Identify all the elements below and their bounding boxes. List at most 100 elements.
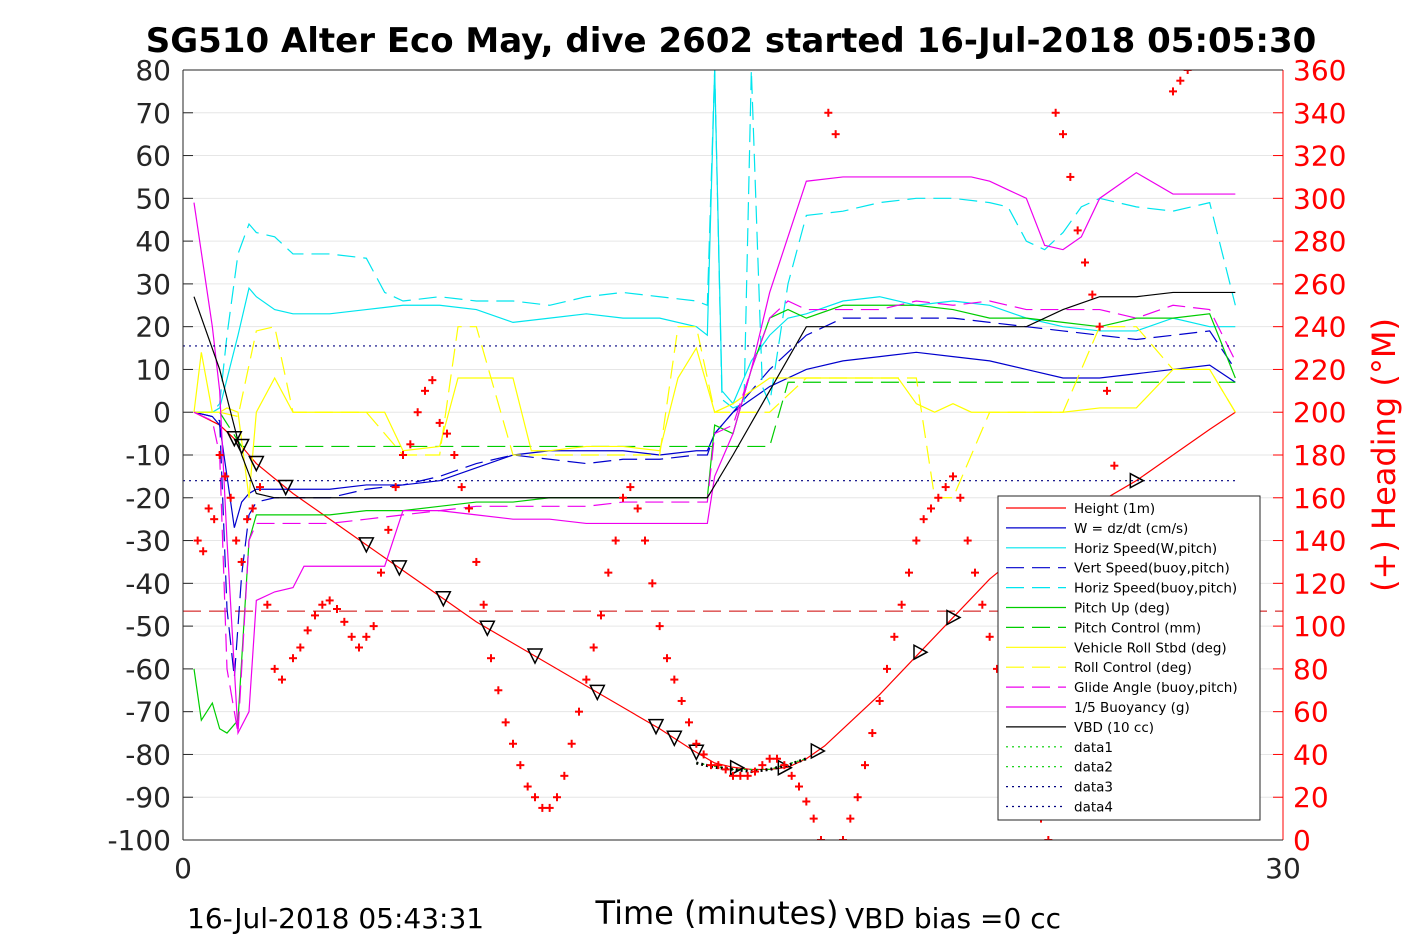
heading-marker xyxy=(765,754,774,763)
heading-marker xyxy=(589,643,598,652)
heading-marker xyxy=(435,418,444,427)
y2-tick-label: 320 xyxy=(1293,140,1346,173)
heading-marker xyxy=(853,793,862,802)
legend: Height (1m) W = dz/dt (cm/s) Horiz Speed(W… xyxy=(997,495,1261,821)
y2-tick-label: 20 xyxy=(1293,781,1329,814)
y2-tick-label: 280 xyxy=(1293,225,1346,258)
x-tick-label: 30 xyxy=(1265,852,1301,885)
height-marker xyxy=(1129,472,1145,489)
heading-marker xyxy=(450,451,459,459)
series-line xyxy=(194,381,1236,448)
legend-label: VBD (10 cc) xyxy=(1074,720,1154,736)
heading-marker xyxy=(226,493,235,502)
y2-tick-label: 160 xyxy=(1293,482,1346,515)
series-line xyxy=(194,70,1236,413)
heading-marker xyxy=(1095,322,1104,331)
heading-marker xyxy=(516,761,525,770)
height-marker xyxy=(248,455,265,473)
heading-marker xyxy=(978,600,987,609)
height-marker xyxy=(358,537,375,554)
legend-label: Pitch Up (deg) xyxy=(1074,601,1170,617)
heading-marker xyxy=(428,376,437,385)
heading-marker xyxy=(1183,70,1192,74)
y-tick-label: -10 xyxy=(125,439,171,472)
y-tick-label: -20 xyxy=(125,482,171,515)
heading-marker xyxy=(846,814,855,823)
heading-marker xyxy=(421,386,429,395)
series-line xyxy=(696,758,807,771)
height-marker xyxy=(277,479,294,497)
heading-marker xyxy=(270,664,279,673)
heading-marker xyxy=(289,654,297,663)
heading-marker xyxy=(355,643,363,652)
x-axis-tick-labels: 0 30 xyxy=(174,852,1301,885)
height-marker xyxy=(526,648,544,665)
heading-marker xyxy=(699,750,708,759)
heading-marker xyxy=(890,632,899,641)
heading-marker xyxy=(545,803,554,812)
heading-marker xyxy=(523,782,532,791)
heading-marker xyxy=(670,675,679,684)
footer-timestamp: 16-Jul-2018 05:43:31 xyxy=(187,902,484,935)
heading-marker xyxy=(736,771,745,780)
heading-marker xyxy=(934,493,943,502)
heading-marker xyxy=(347,632,356,641)
height-marker xyxy=(946,609,962,626)
heading-marker xyxy=(831,130,840,139)
height-marker xyxy=(729,759,746,776)
height-marker xyxy=(233,438,250,456)
right-y-axis-label: (+) Heading (°M) xyxy=(1365,318,1403,592)
heading-marker xyxy=(479,600,488,609)
y2-tick-label: 100 xyxy=(1293,610,1346,643)
heading-marker xyxy=(707,761,715,770)
heading-marker xyxy=(1066,172,1075,181)
heading-marker xyxy=(780,761,789,770)
heading-marker xyxy=(560,771,569,780)
heading-marker xyxy=(193,536,202,545)
y-tick-label: -90 xyxy=(125,781,171,814)
y2-tick-label: 40 xyxy=(1293,738,1329,771)
footer-vbd-bias: VBD bias =0 cc xyxy=(845,902,1061,935)
heading-marker xyxy=(883,664,891,673)
y-tick-label: -70 xyxy=(125,696,171,729)
heading-marker xyxy=(839,836,847,840)
y2-tick-label: 220 xyxy=(1293,353,1346,386)
heading-marker xyxy=(237,557,246,566)
heading-marker xyxy=(531,793,539,802)
legend-label: Height (1m) xyxy=(1074,501,1155,517)
y-tick-label: 50 xyxy=(135,182,171,215)
heading-marker xyxy=(751,767,759,776)
heading-marker xyxy=(963,536,972,545)
heading-marker xyxy=(457,483,466,492)
legend-label: Glide Angle (buoy,pitch) xyxy=(1074,680,1238,696)
height-marker xyxy=(913,643,929,661)
series-line xyxy=(193,346,1236,498)
y2-tick-label: 80 xyxy=(1293,653,1329,686)
heading-marker xyxy=(340,617,349,626)
y-tick-label: 40 xyxy=(135,225,171,258)
y-tick-label: 0 xyxy=(153,396,171,429)
heading-marker xyxy=(941,483,950,492)
heading-marker xyxy=(663,654,671,663)
y-tick-label: 80 xyxy=(135,54,171,87)
heading-marker xyxy=(604,568,613,577)
heading-marker xyxy=(597,611,605,620)
heading-marker xyxy=(318,600,327,609)
plot-area xyxy=(182,69,1284,841)
y2-tick-label: 60 xyxy=(1293,696,1329,729)
y-tick-label: 60 xyxy=(135,140,171,173)
heading-marker xyxy=(927,504,935,513)
heading-marker xyxy=(787,771,796,780)
heading-marker xyxy=(215,451,224,459)
legend-label: Vert Speed(buoy,pitch) xyxy=(1074,561,1230,577)
heading-marker xyxy=(956,493,965,502)
heading-marker xyxy=(1169,87,1177,96)
heading-marker xyxy=(1176,76,1185,85)
heading-marker xyxy=(795,782,803,791)
heading-marker xyxy=(509,739,517,748)
heading-marker xyxy=(802,797,811,806)
legend-label: Horiz Speed(W,pitch) xyxy=(1074,541,1217,557)
heading-marker xyxy=(391,483,400,492)
y-axis-tick-labels: 80 70 60 50 40 30 20 10 0 -10 -20 -30 -40 -50 -60 -70 -8… xyxy=(107,54,171,857)
heading-marker xyxy=(641,536,649,545)
